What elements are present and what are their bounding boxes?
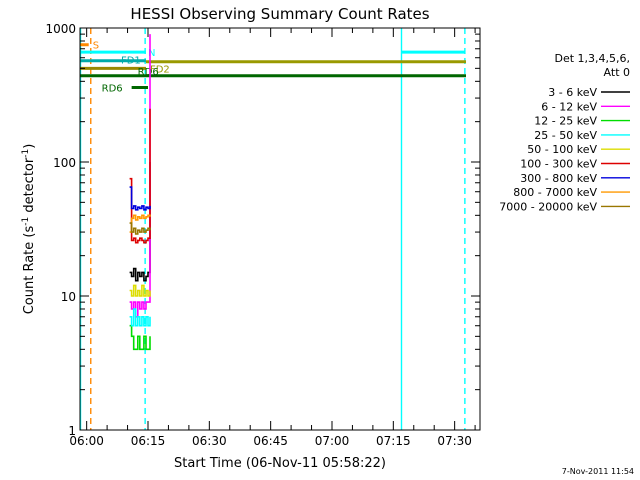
legend-label: 300 - 800 keV: [520, 172, 597, 185]
x-tick-label: 06:30: [192, 434, 227, 448]
plot-frame: [79, 27, 481, 431]
series-line: [129, 284, 151, 297]
legend-label: 7000 - 20000 keV: [499, 200, 597, 213]
annotation-label: FD2: [150, 65, 170, 76]
annotation-label: N: [148, 48, 155, 59]
y-tick-label: 10: [61, 290, 76, 304]
x-tick-label: 07:00: [315, 434, 350, 448]
y-axis: 1 10 100 1000: [45, 22, 480, 438]
legend-label: 3 - 6 keV: [548, 86, 597, 99]
legend-label: 800 - 7000 keV: [513, 186, 597, 199]
legend-label: 100 - 300 keV: [520, 158, 597, 171]
vlines: [79, 28, 466, 430]
series-line: [129, 308, 151, 327]
x-tick-label: 06:45: [253, 434, 288, 448]
annotation-label: FD1: [121, 56, 141, 67]
chart-title: HESSI Observing Summary Count Rates: [130, 5, 429, 23]
annotation-label: S: [93, 41, 99, 52]
series-line: [129, 162, 151, 282]
y-tick-label: 1: [68, 424, 76, 438]
x-tick-label: 06:00: [69, 434, 104, 448]
legend-title-2: Att 0: [604, 66, 630, 79]
series: [129, 34, 151, 351]
x-axis: 06:00 06:15 06:30 06:45 07:00 07:15 07:30: [69, 28, 476, 448]
legend-label: 50 - 100 keV: [527, 143, 597, 156]
series-line: [129, 34, 151, 318]
y-axis-label: Count Rate (s-1 detector-1): [21, 144, 37, 315]
series-line: [129, 186, 151, 211]
x-tick-label: 06:15: [131, 434, 166, 448]
x-tick-label: 07:30: [437, 434, 472, 448]
series-line: [129, 324, 151, 351]
annotation-label: RD6: [138, 67, 159, 78]
annotation-label: RD6: [102, 83, 123, 94]
legend-title-1: Det 1,3,4,5,6,: [554, 52, 630, 65]
x-tick-label: 07:15: [376, 434, 411, 448]
legend-label: 12 - 25 keV: [534, 115, 597, 128]
legend-label: 25 - 50 keV: [534, 129, 597, 142]
y-tick-label: 100: [53, 156, 76, 170]
y-tick-label: 1000: [45, 22, 76, 36]
x-axis-label: Start Time (06-Nov-11 05:58:22): [174, 456, 386, 471]
series-line: [129, 108, 151, 244]
footer-timestamp: 7-Nov-2011 11:54: [562, 467, 634, 476]
series-line: [129, 214, 151, 233]
series-line: [129, 222, 151, 235]
legend-label: 6 - 12 keV: [541, 100, 597, 113]
